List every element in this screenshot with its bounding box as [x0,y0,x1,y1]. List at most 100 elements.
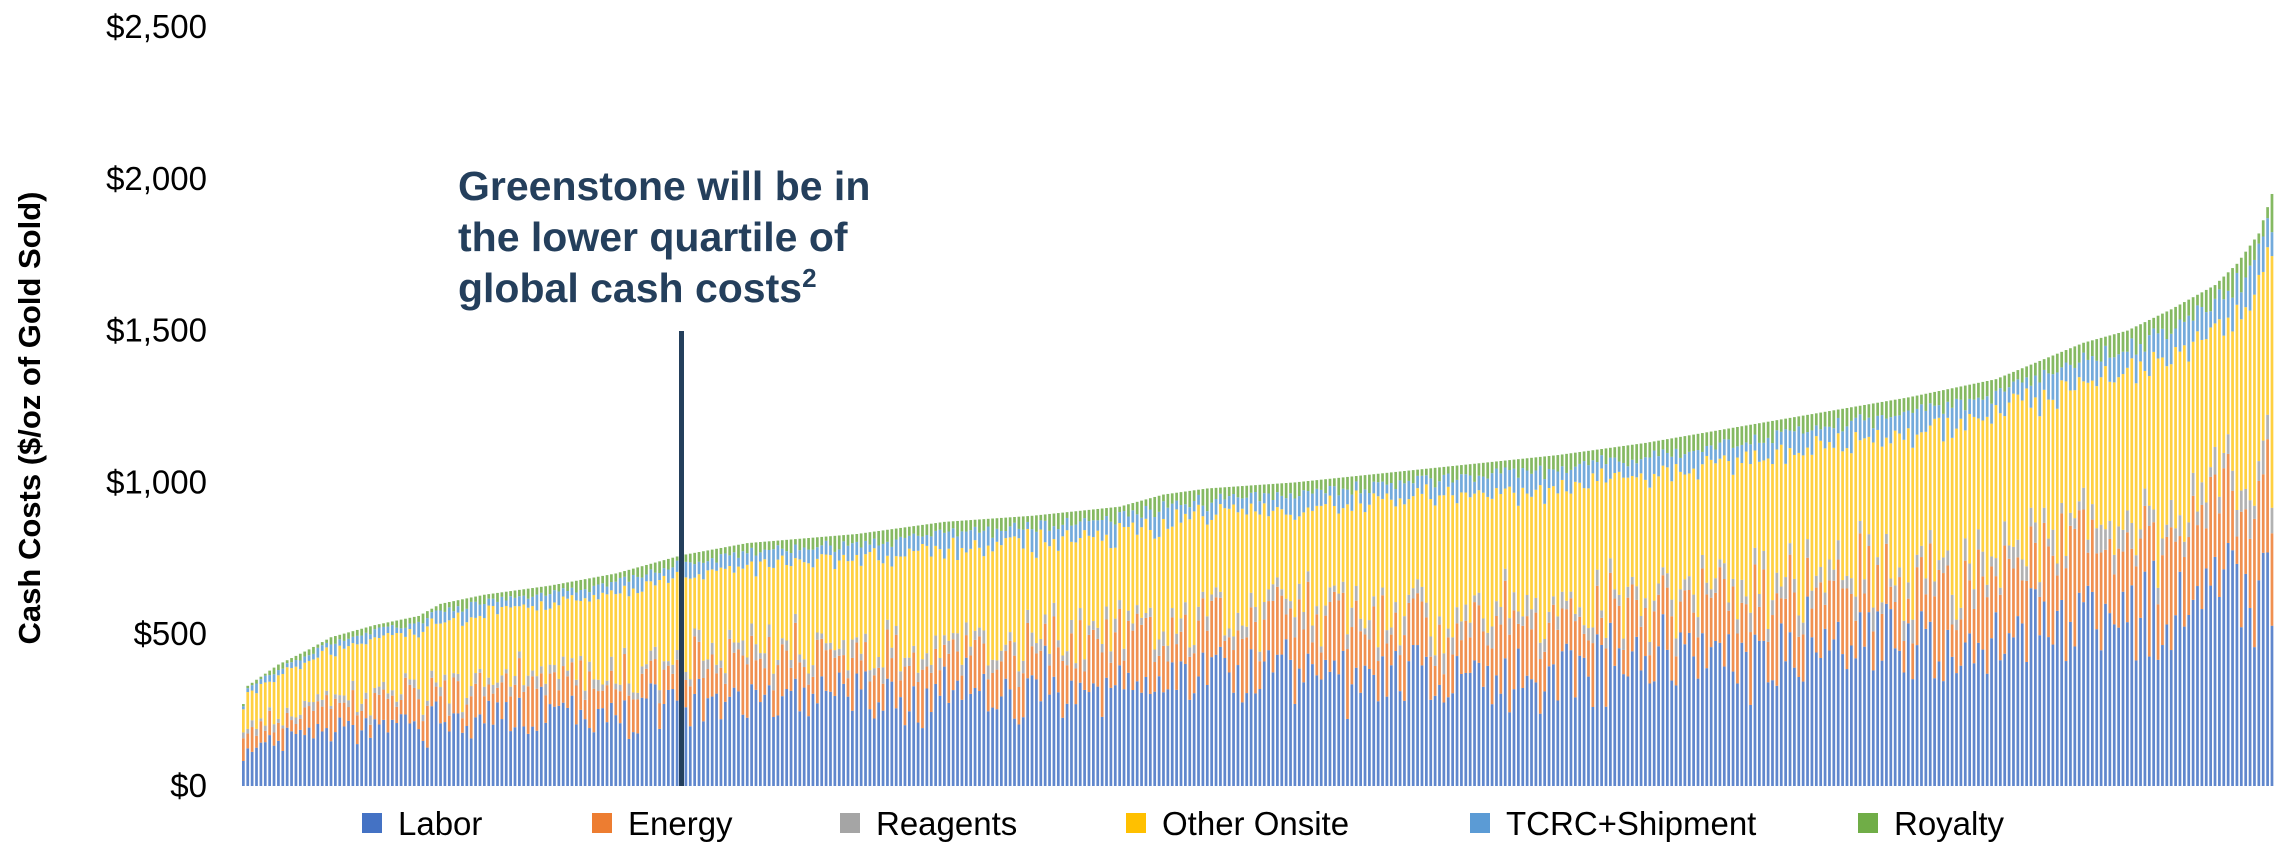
bar-segment-energy [1889,586,1893,610]
bar-segment-reagents [1442,653,1446,675]
bar-segment-other-onsite [956,560,959,634]
bar-segment-tcrc-shipment [487,598,491,606]
bar-segment-tcrc-shipment [1512,468,1516,493]
bar-segment-labor [1083,689,1086,786]
bar-segment-royalty [1828,411,1831,427]
bar-segment-royalty [250,682,254,686]
bar-segment-other-onsite [316,657,320,695]
bar-segment-other-onsite [1070,541,1073,620]
bar-segment-reagents [846,670,850,679]
bar-segment-energy [1788,554,1792,633]
bar-segment-tcrc-shipment [303,656,307,663]
bar-segment-labor [1740,642,1744,786]
bar-segment-other-onsite [1083,530,1086,660]
bar-segment-energy [1933,596,1936,679]
bar-segment-labor [1170,662,1174,786]
bar-segment-reagents [723,673,727,684]
bar-segment-other-onsite [1626,477,1630,587]
bar-segment-royalty [1885,401,1888,419]
bar-segment-labor [2253,647,2256,786]
bar-segment-labor [2090,591,2094,786]
bar-segment-other-onsite [1267,516,1270,590]
bar-segment-royalty [2204,289,2208,313]
bar-segment-other-onsite [1451,495,1454,638]
bar-segment-energy [535,688,539,731]
bar-segment-tcrc-shipment [447,607,451,621]
bar-segment-tcrc-shipment [1499,473,1503,494]
bar-segment-reagents [1920,545,1923,558]
bar-segment-royalty [675,556,679,561]
bar-segment-other-onsite [1254,511,1257,607]
bar-segment-tcrc-shipment [754,555,758,577]
bar-segment-reagents [623,647,626,655]
bar-segment-royalty [1411,470,1415,484]
bar-segment-labor [2016,616,2020,786]
bar-segment-tcrc-shipment [789,552,793,567]
bar-segment-other-onsite [1306,507,1310,572]
bar-segment-royalty [421,613,425,624]
bar-segment-reagents [1771,600,1774,616]
bar-segment-royalty [1626,445,1630,467]
bar-segment-tcrc-shipment [2257,243,2261,275]
bar-segment-reagents [697,629,701,642]
bar-segment-other-onsite [2231,331,2234,471]
bar-segment-reagents [1411,588,1415,599]
bar-segment-other-onsite [1074,542,1078,664]
bar-segment-other-onsite [658,580,661,691]
bar-segment-royalty [1863,404,1866,421]
bar-segment-labor [991,707,994,786]
bar-segment-energy [1464,620,1468,673]
bar-segment-royalty [881,530,885,544]
bar-segment-royalty [1201,489,1205,506]
bar-segment-reagents [653,646,657,660]
bar-segment-energy [1113,632,1117,686]
bar-segment-royalty [1389,472,1393,483]
bar-segment-reagents [737,642,740,650]
bar-segment-reagents [2047,538,2050,547]
bar-segment-reagents [1407,594,1411,603]
bar-segment-other-onsite [272,682,276,725]
bar-segment-energy [1486,645,1490,666]
bar-segment-labor [1543,691,1547,786]
bar-segment-other-onsite [2069,390,2072,513]
bar-segment-reagents [1473,595,1476,603]
bar-segment-tcrc-shipment [1687,451,1691,474]
bar-segment-royalty [1635,444,1639,464]
bar-segment-energy [1876,564,1880,612]
bar-segment-labor [811,693,815,786]
bar-segment-energy [566,676,569,708]
bar-segment-royalty [1468,464,1472,476]
bar-segment-reagents [1525,595,1529,617]
bar-segment-labor [1490,704,1494,786]
bar-segment-tcrc-shipment [259,679,263,684]
bar-segment-energy [2003,545,2007,654]
bar-segment-other-onsite [2218,319,2221,497]
bar-segment-other-onsite [1004,538,1008,645]
bar-segment-royalty [417,615,420,622]
bar-segment-energy [1977,549,1980,643]
bar-segment-energy [456,681,460,714]
bar-segment-tcrc-shipment [1411,483,1415,497]
bar-segment-reagents [1810,590,1814,609]
bar-segment-tcrc-shipment [1311,493,1314,511]
bar-segment-royalty [2034,362,2037,376]
bar-segment-royalty [2095,339,2099,361]
bar-segment-energy [2104,549,2107,604]
bar-segment-reagents [430,670,434,678]
bar-segment-reagents [662,661,666,670]
bar-segment-energy [1701,568,1704,634]
bar-segment-royalty [1683,436,1687,455]
bar-segment-royalty [1512,459,1516,469]
bar-segment-other-onsite [566,598,569,671]
bar-segment-royalty [601,575,604,584]
bar-segment-royalty [355,629,359,636]
bar-segment-energy [351,690,355,725]
bar-segment-other-onsite [618,593,622,685]
bar-segment-labor [2248,608,2252,786]
bar-segment-tcrc-shipment [732,552,736,573]
bar-segment-energy [1403,635,1406,701]
bar-segment-energy [1350,627,1354,685]
bar-segment-reagents [1425,602,1428,618]
bar-segment-reagents [1709,589,1713,598]
bar-segment-reagents [1227,628,1231,638]
